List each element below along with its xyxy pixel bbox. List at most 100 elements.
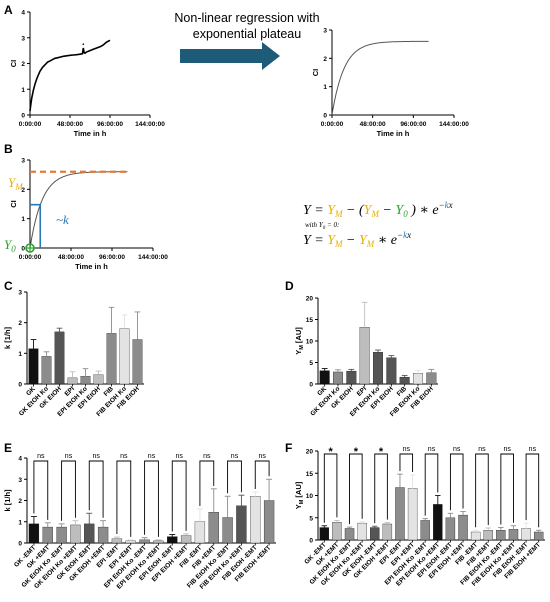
y-tick-label: 3 (323, 28, 327, 35)
arrow-text-line2: exponential plateau (193, 27, 301, 41)
y-tick-label: 3 (18, 477, 22, 484)
outlier-point (82, 43, 85, 45)
equations: Y = YM − (YM − Y0 ) ∗ e−kx with Y0 = 0: … (303, 200, 453, 249)
significance-star: * (328, 446, 333, 458)
significance-bracket (199, 460, 215, 506)
y-tick-label: 2 (21, 61, 25, 68)
significance-star: * (354, 446, 359, 458)
significance-ns: ns (478, 446, 486, 453)
bar (382, 523, 393, 541)
bar (521, 528, 531, 541)
significance-ns: ns (453, 446, 461, 453)
k-indicator (30, 203, 42, 248)
y-tick-label: 0 (323, 113, 327, 120)
bar (97, 526, 109, 544)
regression-arrow: Non-linear regression with exponential p… (174, 11, 320, 70)
y-tick-label: 5 (309, 360, 313, 367)
significance-bracket (323, 453, 338, 523)
bar (420, 520, 430, 541)
y-axis-label-main: Y (294, 504, 303, 509)
y-tick-label: 2 (18, 498, 22, 505)
bar (319, 370, 330, 385)
significance-bracket (227, 460, 242, 494)
equation-full: Y = YM − (YM − Y0 ) ∗ e−kx (303, 200, 453, 221)
significance-bracket (88, 460, 104, 518)
bar (445, 517, 456, 541)
bar (80, 376, 91, 385)
bar (56, 526, 67, 544)
ym-annotation: YM (8, 175, 23, 192)
y-tick-label: 3 (18, 290, 22, 297)
y-tick-label: 1 (18, 519, 22, 526)
panel-letter-e: E (4, 441, 12, 455)
bar (508, 529, 519, 541)
bar (250, 496, 261, 544)
y-axis-label: YM [AU] (294, 327, 305, 355)
bar (407, 488, 418, 541)
bar (470, 531, 481, 541)
significance-star: * (379, 446, 384, 458)
bar (139, 539, 150, 544)
y-tick-label: 0 (309, 382, 313, 389)
fit-curve (29, 171, 128, 249)
bar (70, 524, 81, 544)
significance-bracket (424, 453, 439, 516)
bar (153, 540, 164, 544)
y-axis-label-sub: M (299, 499, 305, 504)
significance-bracket (399, 453, 414, 473)
y-axis-label-unit: [AU] (294, 481, 303, 499)
y-axis-label: YM [AU] (294, 481, 305, 509)
x-axis-label: Time in h (377, 129, 410, 138)
bar (180, 535, 192, 544)
y-tick-label: 0 (309, 538, 313, 545)
y-tick-label: 2 (21, 187, 25, 194)
data-line (29, 39, 111, 112)
equation-condition: with Y0 = 0: (305, 221, 339, 231)
significance-ns: ns (120, 453, 128, 460)
x-tick-label: 144:00:00 (439, 121, 469, 128)
bar (426, 372, 437, 385)
bar (167, 536, 178, 544)
significance-ns: ns (203, 453, 211, 460)
bar (111, 538, 123, 544)
arrow-shape (180, 42, 280, 70)
x-tick-label: 0:00:00 (321, 121, 344, 128)
y-axis-label-main: k [1/h] (3, 326, 12, 349)
bar (395, 487, 405, 541)
chart-a-raw: 0 1 2 3 4 0:00:00 48:00:00 96:00:00 144:00:00 Tim… (9, 10, 165, 139)
y-tick-label: 5 (309, 515, 313, 522)
significance-bracket (61, 460, 76, 521)
bar (399, 376, 410, 385)
y-tick-label: 2 (18, 320, 22, 327)
significance-bracket (171, 460, 187, 532)
bar (357, 522, 367, 541)
y-tick-label: 0 (18, 382, 22, 389)
bar (359, 327, 370, 385)
y-tick-label: 1 (21, 87, 25, 94)
bar (333, 371, 343, 385)
y-tick-label: 3 (21, 158, 25, 165)
significance-ns: ns (175, 453, 183, 460)
significance-bracket (144, 460, 159, 537)
bar (67, 377, 78, 385)
y-tick-label: 10 (306, 339, 314, 346)
significance-ns: ns (258, 453, 266, 460)
chart-b-schema: 0 1 2 3 0:00:00 48:00:00 96:00:00 144:00:00 Time… (9, 158, 168, 272)
bar (319, 527, 329, 541)
x-tick-label: 96:00:00 (99, 254, 125, 261)
y-tick-label: 0 (21, 246, 25, 253)
y-tick-label: 0 (18, 541, 22, 548)
bar (132, 339, 143, 385)
bar (413, 373, 423, 385)
panel-letter-a: A (4, 3, 13, 17)
y-axis-label-main: k [1/h] (3, 489, 12, 512)
panel-letter-d: D (285, 279, 294, 293)
significance-ns: ns (403, 446, 411, 453)
x-tick-label: 48:00:00 (58, 254, 84, 261)
y-tick-label: 4 (21, 10, 25, 17)
x-tick-label: 96:00:00 (400, 121, 426, 128)
schema-annotations: YM Y0 ~k (4, 175, 69, 254)
bar (370, 527, 380, 541)
significance-bracket (349, 453, 363, 525)
